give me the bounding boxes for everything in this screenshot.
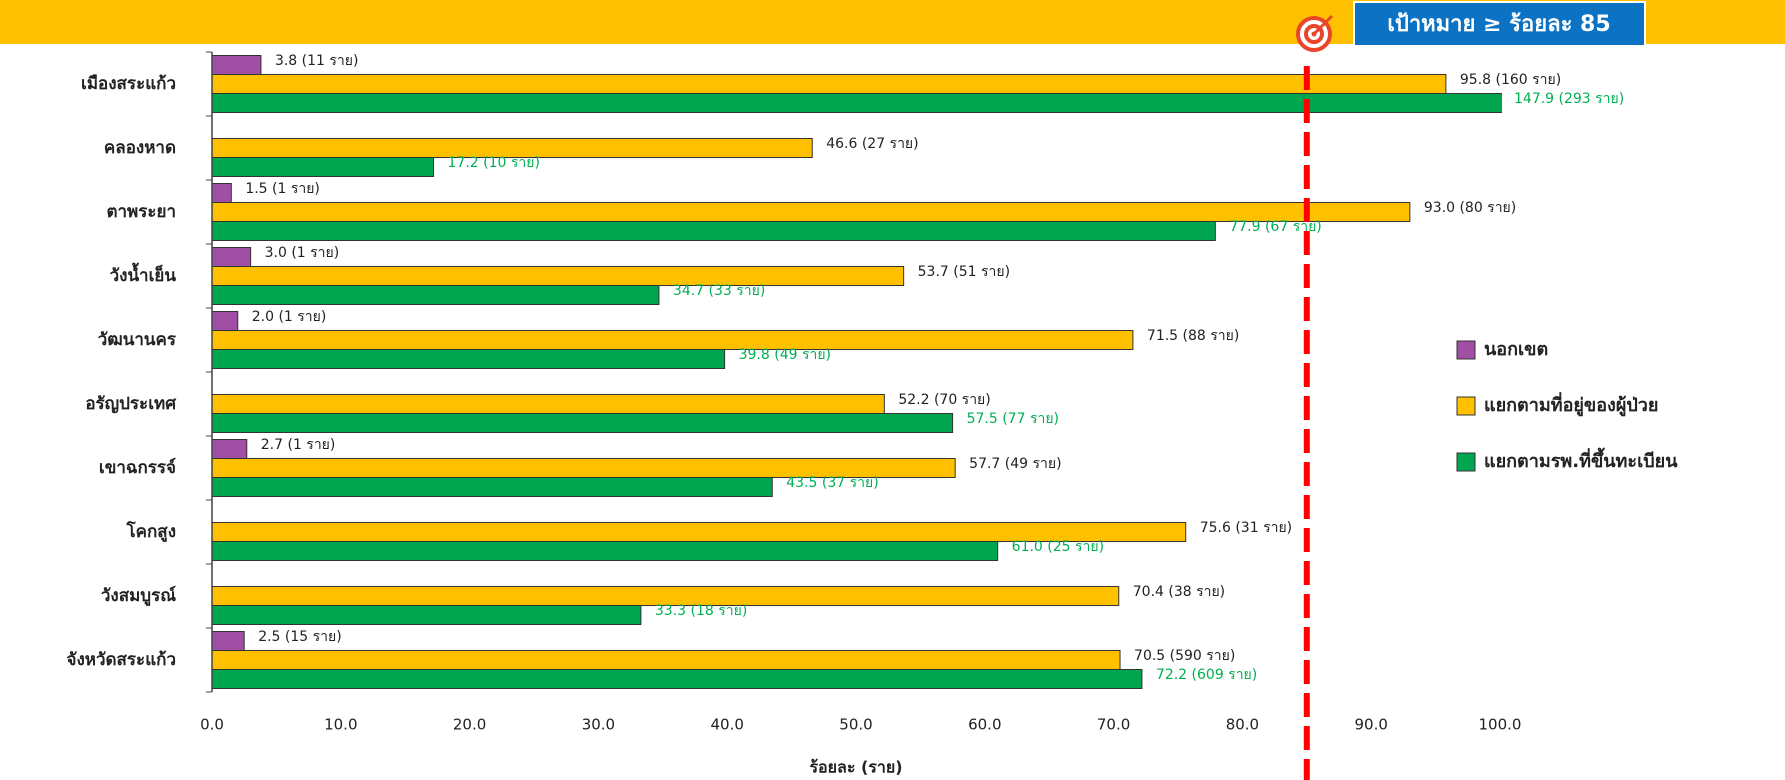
bar [211, 285, 660, 305]
target-box [1353, 1, 1646, 47]
y-tick-label: วังน้ำเย็น [110, 262, 177, 286]
bar [211, 439, 248, 459]
bar [211, 311, 239, 331]
value-label: 93.0 (80 ราย) [1424, 200, 1516, 216]
value-label: 3.8 (11 ราย) [275, 53, 359, 69]
legend-label: แยกตามที่อยู่ของผู้ป่วย [1484, 392, 1658, 417]
bar [211, 631, 245, 651]
x-tick-label: 80.0 [1226, 716, 1259, 734]
legend-swatch [1456, 452, 1476, 472]
value-label: 71.5 (88 ราย) [1147, 328, 1239, 344]
legend-swatch [1456, 396, 1476, 416]
legend-label: แยกตามรพ.ที่ขึ้นทะเบียน [1484, 447, 1678, 472]
x-tick-label: 30.0 [582, 716, 615, 734]
x-axis-title: ร้อยละ (ราย) [809, 758, 902, 777]
x-tick-label: 90.0 [1354, 716, 1387, 734]
value-label: 3.0 (1 ราย) [265, 245, 340, 261]
value-label: 43.5 (37 ราย) [786, 475, 878, 491]
bar [211, 221, 1216, 241]
value-label: 2.5 (15 ราย) [258, 629, 342, 645]
value-label: 46.6 (27 ราย) [826, 136, 918, 152]
legend-label: นอกเขต [1484, 339, 1548, 360]
value-label: 33.3 (18 ราย) [655, 603, 747, 619]
bar [211, 541, 999, 561]
value-label: 57.5 (77 ราย) [967, 411, 1059, 427]
bar [211, 605, 642, 625]
y-tick-label: วัฒนานคร [98, 330, 177, 350]
value-label: 75.6 (31 ราย) [1200, 520, 1292, 536]
x-tick-label: 60.0 [968, 716, 1001, 734]
bar [211, 55, 262, 75]
y-tick-label: คลองหาด [104, 138, 176, 158]
y-tick-label: เมืองสระแก้ว [81, 73, 176, 94]
bar [211, 650, 1121, 670]
plot-area [211, 55, 1502, 689]
bar [211, 413, 954, 433]
value-label: 72.2 (609 ราย) [1156, 667, 1257, 683]
value-label: 2.0 (1 ราย) [252, 309, 327, 325]
x-tick-label: 50.0 [839, 716, 872, 734]
value-label: 1.5 (1 ราย) [245, 181, 320, 197]
bar [211, 183, 232, 203]
bar [211, 74, 1447, 94]
value-label: 2.7 (1 ราย) [261, 437, 336, 453]
value-label: 17.2 (10 ราย) [448, 155, 540, 171]
x-tick-label: 20.0 [453, 716, 486, 734]
y-tick-label: วังสมบูรณ์ [101, 585, 176, 607]
value-label: 147.9 (293 ราย) [1514, 91, 1624, 107]
value-label: 70.5 (590 ราย) [1134, 648, 1235, 664]
y-tick-label: โคกสูง [126, 521, 176, 543]
bar [211, 669, 1143, 689]
value-label: 34.7 (33 ราย) [673, 283, 765, 299]
bar [211, 349, 726, 369]
x-tick-label: 0.0 [200, 716, 224, 734]
bar [211, 157, 435, 177]
value-label: 53.7 (51 ราย) [918, 264, 1010, 280]
bar [211, 247, 252, 267]
value-label: 39.8 (49 ราย) [739, 347, 831, 363]
value-label: 52.2 (70 ราย) [898, 392, 990, 408]
legend-swatch [1456, 340, 1476, 360]
x-tick-label: 10.0 [324, 716, 357, 734]
x-tick-label: 40.0 [710, 716, 743, 734]
bar [211, 477, 773, 497]
target-icon [1296, 14, 1334, 52]
target-label: เป้าหมาย ≥ ร้อยละ 85 [1387, 12, 1610, 37]
value-label: 77.9 (67 ราย) [1229, 219, 1321, 235]
value-label: 70.4 (38 ราย) [1133, 584, 1225, 600]
bar [211, 330, 1134, 350]
value-label: 57.7 (49 ราย) [969, 456, 1061, 472]
bar [211, 394, 885, 414]
value-label: 95.8 (160 ราย) [1460, 72, 1561, 88]
y-tick-label: เขาฉกรรจ์ [99, 457, 176, 478]
y-tick-label: จังหวัดสระแก้ว [67, 650, 177, 670]
bar [211, 266, 905, 286]
value-label: 61.0 (25 ราย) [1012, 539, 1104, 555]
y-tick-label: ตาพระยา [106, 202, 176, 222]
x-tick-label: 100.0 [1479, 716, 1522, 734]
y-tick-label: อรัญประเทศ [85, 394, 177, 414]
x-tick-label: 70.0 [1097, 716, 1130, 734]
